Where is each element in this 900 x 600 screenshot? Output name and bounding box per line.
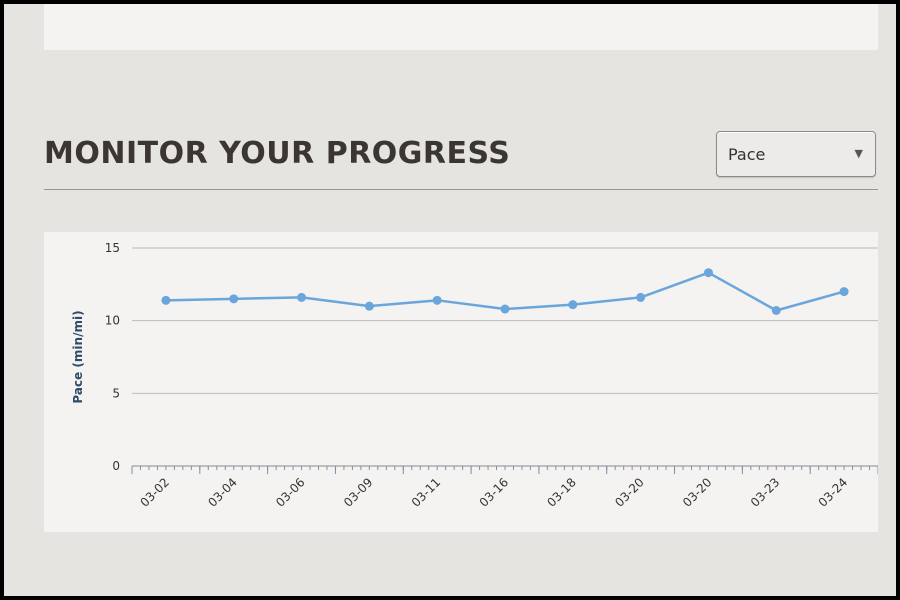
data-point bbox=[364, 301, 374, 311]
y-tick-label: 10 bbox=[105, 314, 120, 328]
y-tick-label: 5 bbox=[112, 386, 120, 400]
data-point bbox=[839, 287, 849, 297]
data-point bbox=[500, 304, 510, 314]
x-tick-label: 03-06 bbox=[273, 475, 308, 510]
section-divider bbox=[44, 189, 878, 190]
x-tick-label: 03-24 bbox=[816, 475, 851, 510]
chart-svg: 0 5 10 15 Pace (min/mi) 03-02 03-04 03-06 03-09 0… bbox=[71, 241, 878, 510]
data-point bbox=[568, 300, 578, 310]
app-frame: MONITOR YOUR PROGRESS Pace ▼ 0 5 10 15 Pace … bbox=[4, 4, 896, 596]
x-tick-label: 03-16 bbox=[477, 475, 512, 510]
metric-select-value: Pace bbox=[728, 145, 766, 164]
data-point bbox=[432, 295, 442, 305]
data-point bbox=[297, 292, 307, 302]
x-tick-label: 03-11 bbox=[409, 475, 444, 510]
data-point bbox=[636, 292, 646, 302]
data-point bbox=[161, 295, 171, 305]
x-tick-label: 03-20 bbox=[680, 475, 715, 510]
progress-chart: 0 5 10 15 Pace (min/mi) 03-02 03-04 03-06 03-09 0… bbox=[44, 232, 878, 532]
x-tick-label: 03-18 bbox=[544, 475, 579, 510]
data-point bbox=[703, 268, 713, 278]
x-tick-label: 03-09 bbox=[341, 475, 376, 510]
x-tick-label: 03-23 bbox=[748, 475, 783, 510]
x-tick-label: 03-04 bbox=[205, 475, 240, 510]
x-tick-label: 03-02 bbox=[137, 475, 172, 510]
y-tick-label: 15 bbox=[105, 241, 120, 255]
data-point bbox=[229, 294, 239, 304]
section-title: MONITOR YOUR PROGRESS bbox=[44, 136, 511, 171]
x-tick-label: 03-20 bbox=[612, 475, 647, 510]
top-panel bbox=[44, 4, 878, 50]
y-axis-title: Pace (min/mi) bbox=[71, 310, 85, 403]
metric-select[interactable]: Pace ▼ bbox=[716, 131, 876, 177]
y-tick-label: 0 bbox=[112, 459, 120, 473]
data-point bbox=[771, 305, 781, 315]
chevron-down-icon: ▼ bbox=[854, 147, 863, 160]
